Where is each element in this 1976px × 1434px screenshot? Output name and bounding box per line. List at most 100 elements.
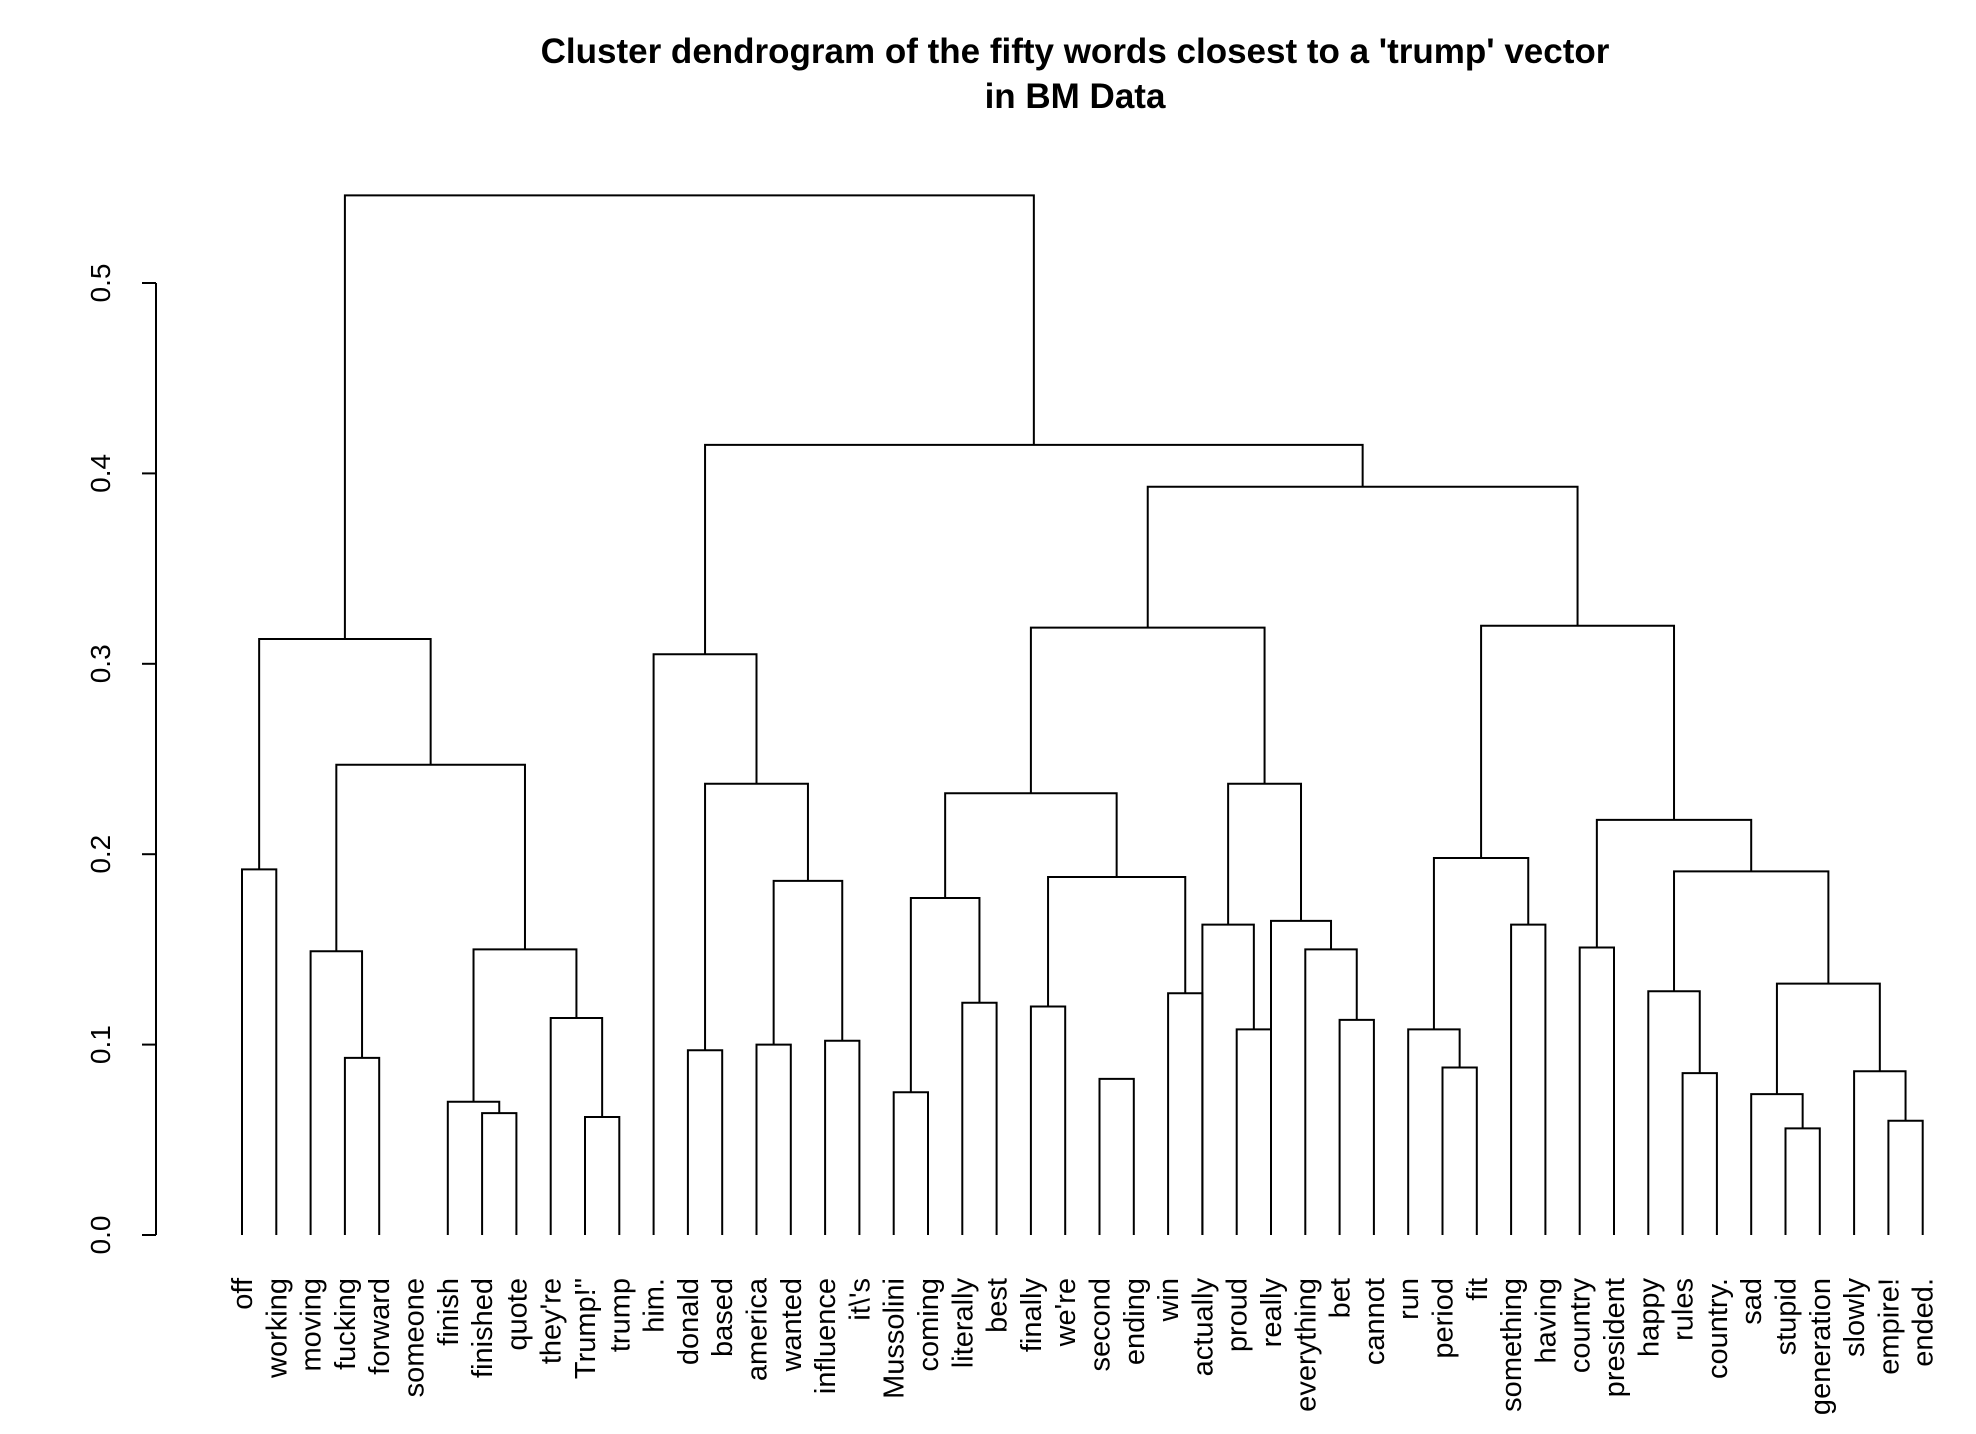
leaf-label: cannot bbox=[1359, 1278, 1391, 1365]
leaf-label: we're bbox=[1050, 1278, 1082, 1347]
dendrogram-link bbox=[309, 950, 364, 1235]
dendrogram-link bbox=[335, 763, 526, 952]
dendrogram-link bbox=[1235, 1028, 1272, 1235]
leaf-label: ending bbox=[1119, 1278, 1151, 1365]
leaf-label: empire! bbox=[1873, 1278, 1905, 1375]
dendrogram-link bbox=[1887, 1119, 1924, 1235]
dendrogram-link bbox=[258, 638, 432, 870]
dendrogram-link bbox=[909, 896, 981, 1093]
leaf-label: happy bbox=[1633, 1278, 1665, 1358]
leaf-label: generation bbox=[1805, 1278, 1837, 1415]
chart-subtitle: in BM Data bbox=[985, 77, 1166, 116]
leaf-label: they're bbox=[536, 1278, 568, 1364]
dendrogram-link bbox=[241, 868, 278, 1235]
dendrogram-link bbox=[961, 1001, 998, 1235]
dendrogram-link bbox=[1047, 876, 1187, 1007]
leaf-label: wanted bbox=[776, 1278, 808, 1373]
leaf-label: ended. bbox=[1908, 1278, 1940, 1367]
dendrogram-link bbox=[1432, 857, 1530, 1030]
leaf-label: second bbox=[1085, 1278, 1117, 1372]
leaf-label: president bbox=[1599, 1278, 1631, 1397]
dendrogram-link bbox=[1304, 948, 1358, 1235]
leaf-label: stupid bbox=[1771, 1278, 1803, 1355]
dendrogram-link bbox=[1201, 923, 1255, 1235]
leaf-label: something bbox=[1496, 1278, 1528, 1412]
dendrogram-link bbox=[1098, 1077, 1135, 1235]
dendrogram-link bbox=[1750, 1093, 1804, 1235]
dendrogram-link bbox=[686, 1049, 724, 1235]
dendrogram-link bbox=[1647, 990, 1701, 1235]
dendrogram-link bbox=[481, 1112, 518, 1235]
dendrogram-link bbox=[892, 1091, 929, 1235]
dendrogram-link bbox=[1673, 870, 1830, 992]
leaf-label: america bbox=[742, 1277, 774, 1381]
y-axis: 0.0 0.1 0.2 0.3 0.4 0.5 bbox=[85, 264, 157, 1255]
y-tick-label: 0.2 bbox=[85, 835, 116, 874]
leaf-label: donald bbox=[673, 1278, 705, 1365]
dendrogram-link bbox=[1227, 782, 1303, 925]
dendrogram-link bbox=[1029, 1005, 1067, 1235]
leaf-label: run bbox=[1393, 1278, 1425, 1320]
dendrogram-link bbox=[1480, 624, 1676, 859]
dendrogram-link bbox=[1853, 1070, 1907, 1235]
dendrogram-link bbox=[824, 1039, 861, 1235]
leaf-label: bet bbox=[1325, 1278, 1357, 1318]
leaf-label: really bbox=[1256, 1278, 1288, 1348]
leaf-label: Mussolini bbox=[879, 1278, 911, 1399]
dendrogram-link bbox=[472, 948, 578, 1102]
y-tick-label: 0.5 bbox=[85, 264, 116, 303]
leaf-label: fit bbox=[1462, 1278, 1494, 1301]
dendrogram-link bbox=[1270, 919, 1333, 1235]
chart-title: Cluster dendrogram of the fifty words cl… bbox=[541, 32, 1610, 71]
leaf-label: off bbox=[227, 1277, 259, 1310]
leaf-label: slowly bbox=[1839, 1278, 1871, 1357]
leaf-label: sad bbox=[1736, 1278, 1768, 1325]
y-tick-label: 0.0 bbox=[85, 1216, 116, 1255]
leaf-label: everything bbox=[1290, 1278, 1322, 1412]
leaf-label: trump bbox=[604, 1278, 636, 1352]
leaf-label: best bbox=[982, 1278, 1014, 1333]
leaf-label: country bbox=[1565, 1278, 1597, 1374]
dendrogram-link bbox=[1681, 1072, 1718, 1235]
dendrogram-link bbox=[343, 194, 1035, 640]
y-tick-label: 0.3 bbox=[85, 644, 116, 683]
dendrogram-link bbox=[1510, 923, 1547, 1235]
dendrogram-link bbox=[1775, 982, 1881, 1095]
dendrogram-link bbox=[1578, 946, 1615, 1235]
leaf-label: Trump!" bbox=[570, 1278, 602, 1379]
leaf-label: having bbox=[1530, 1278, 1562, 1363]
leaf-label: someone bbox=[399, 1278, 431, 1397]
dendrogram-link bbox=[1029, 626, 1266, 794]
leaf-label: quote bbox=[501, 1278, 533, 1351]
dendrogram-link bbox=[584, 1115, 621, 1235]
leaf-label: it\'s bbox=[844, 1278, 876, 1321]
y-tick-label: 0.4 bbox=[85, 454, 116, 493]
leaf-label: working bbox=[261, 1278, 293, 1379]
dendrogram-link bbox=[704, 782, 809, 1051]
dendrogram-link bbox=[1146, 485, 1579, 628]
leaf-label: him. bbox=[639, 1278, 671, 1333]
leaf-label: finally bbox=[1016, 1278, 1048, 1353]
dendrogram-link bbox=[1784, 1127, 1821, 1235]
leaf-label: actually bbox=[1187, 1278, 1219, 1377]
dendrogram-link bbox=[446, 1100, 501, 1235]
leaf-label: influence bbox=[810, 1278, 842, 1394]
dendrogram-links bbox=[241, 194, 1924, 1235]
leaf-label: forward bbox=[364, 1278, 396, 1375]
dendrogram-link bbox=[1167, 992, 1204, 1235]
leaf-label: rules bbox=[1668, 1278, 1700, 1341]
leaf-label: country. bbox=[1702, 1278, 1734, 1379]
leaf-label: fucking bbox=[330, 1278, 362, 1370]
leaf-label: moving bbox=[296, 1278, 328, 1372]
dendrogram-link bbox=[704, 443, 1364, 655]
dendrogram-link bbox=[549, 1016, 604, 1235]
leaf-label: win bbox=[1153, 1278, 1185, 1323]
leaf-label: proud bbox=[1222, 1278, 1254, 1352]
dendrogram-link bbox=[755, 1043, 792, 1235]
leaf-label: finished bbox=[467, 1278, 499, 1378]
dendrogram-link bbox=[1407, 1028, 1461, 1235]
dendrogram-link bbox=[343, 1056, 381, 1235]
leaf-label: based bbox=[707, 1278, 739, 1357]
dendrogram-link bbox=[944, 792, 1118, 898]
